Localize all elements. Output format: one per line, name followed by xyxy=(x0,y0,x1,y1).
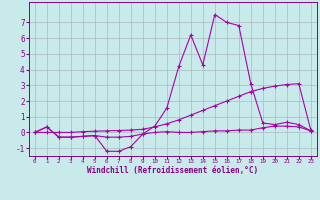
X-axis label: Windchill (Refroidissement éolien,°C): Windchill (Refroidissement éolien,°C) xyxy=(87,166,258,175)
